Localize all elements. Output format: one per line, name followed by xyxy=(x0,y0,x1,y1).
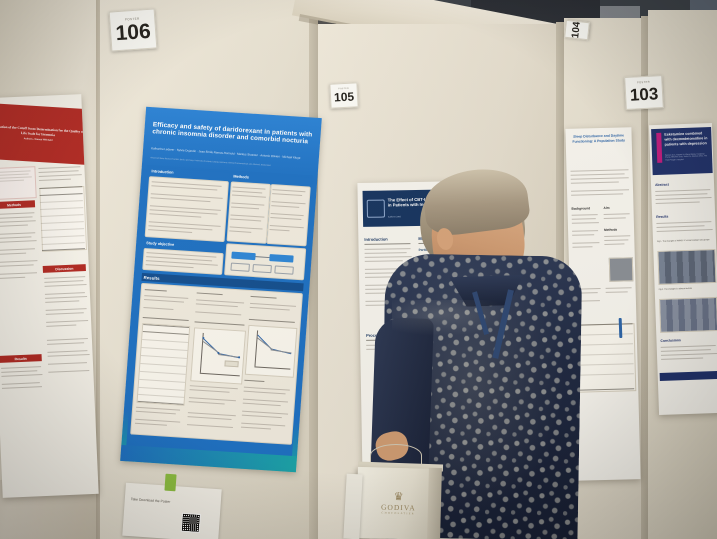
section-introduction-105: Introduction xyxy=(364,236,388,242)
poster-104-figure xyxy=(608,257,634,282)
figure-1-heatmap-103 xyxy=(657,248,717,285)
poster-left-red[interactable]: Evaluation of the Cutoff Score Determina… xyxy=(0,94,99,498)
shoulder-highlight xyxy=(392,300,512,336)
section-background-104: Background xyxy=(571,206,591,211)
plate-number: 106 xyxy=(114,19,152,45)
figure-1-caption-103: Fig 1. The changes of HAMD-17 score betw… xyxy=(657,239,710,243)
plate-number: 104 xyxy=(570,21,583,39)
study-flow-diagram xyxy=(224,243,307,281)
held-paper xyxy=(343,473,363,539)
figure-2-heatmap-103 xyxy=(659,296,717,333)
section-aim-104: Aim xyxy=(603,205,610,210)
handout-label: Take Download the Poster xyxy=(130,497,171,504)
green-clip xyxy=(164,473,177,492)
plate-number: 105 xyxy=(333,89,355,105)
poster-center-title: Efficacy and safety of daridorexant in p… xyxy=(152,121,313,146)
qr-code[interactable] xyxy=(180,512,201,533)
blue-pen xyxy=(618,317,623,339)
figure-2-caption-103: Fig 2. The changes in adverse events xyxy=(658,287,693,291)
magenta-accent-bar xyxy=(656,132,663,163)
section-discussion: Discussion xyxy=(42,264,86,273)
poster-103-footer xyxy=(659,370,717,381)
plate-103: POSTER 103 xyxy=(624,75,664,110)
poster-103-title: Esketamine combined with dexmedetomidine… xyxy=(664,131,708,147)
section-results: Results xyxy=(0,354,42,363)
results-table xyxy=(136,322,191,406)
poster-103-navy[interactable]: Esketamine combined with dexmedetomidine… xyxy=(648,122,717,416)
figure-2-line-chart xyxy=(244,324,298,378)
section-abstract-103: Abstract xyxy=(654,182,669,188)
figure-1-line-chart xyxy=(190,327,247,385)
section-methods: Methods xyxy=(0,200,36,210)
bag-handle xyxy=(370,444,422,467)
poster-left-title: Evaluation of the Cutoff Score Determina… xyxy=(0,124,84,137)
section-conclusions-103: Conclusions xyxy=(660,338,681,343)
plate-105: POSTER 105 xyxy=(329,82,359,109)
institution-logo-icon xyxy=(366,199,385,218)
plate-104: 104 xyxy=(564,19,590,41)
poster-left-title-bar: Evaluation of the Cutoff Score Determina… xyxy=(0,103,89,166)
plate-number: 103 xyxy=(629,84,659,105)
plate-106: POSTER 106 xyxy=(108,8,158,52)
poster-center-blue[interactable]: Efficacy and safety of daridorexant in p… xyxy=(120,106,322,473)
poster-104-title: Sleep Disturbance and Daytime Functionin… xyxy=(572,133,626,144)
poster-left-authors: Authors - Names Withheld xyxy=(23,137,53,142)
section-methods-104: Methods xyxy=(604,227,618,232)
bag-side-fold xyxy=(427,467,442,539)
section-results-103: Results xyxy=(656,214,669,219)
